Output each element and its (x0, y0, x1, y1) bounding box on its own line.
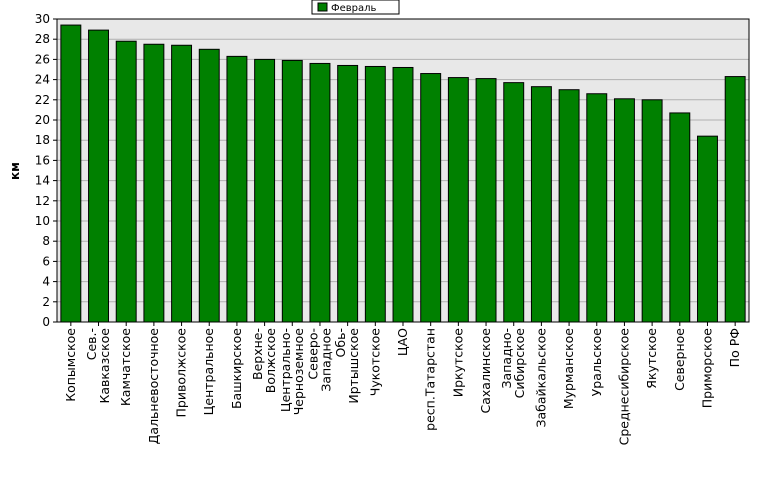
bar (198, 48, 220, 323)
x-category-label-line: Иртышское (346, 328, 361, 404)
plot-frame (56, 18, 750, 323)
bar (143, 43, 165, 323)
legend-label: Февраль (331, 3, 377, 14)
bar (447, 77, 469, 323)
x-category-label-line: Верхне- (250, 328, 265, 380)
x-category-label: Копымское (63, 328, 78, 402)
y-axis-title: км (8, 162, 22, 180)
bar (586, 93, 608, 323)
x-category-label-line: Обь- (333, 328, 348, 357)
x-category-label: Верхне-Волжское (250, 328, 278, 394)
y-tick-label: 0 (42, 315, 50, 329)
x-category-label-line: Кавказское (97, 328, 112, 404)
x-category-label-line: Западное (318, 328, 333, 392)
y-tick-label: 26 (35, 52, 50, 66)
x-category-label-line: Северо- (305, 328, 320, 380)
y-tick-label: 6 (42, 254, 50, 268)
bar (613, 98, 635, 323)
x-category-label: Северо-Западное (305, 328, 333, 392)
bar (475, 78, 497, 323)
x-category-label-line: Западно- (499, 328, 514, 388)
x-category-label: Дальневосточное (146, 328, 161, 445)
x-category-label: Среднесибирское (616, 328, 631, 446)
bar (503, 82, 525, 323)
legend-box (311, 0, 400, 15)
y-tick-label: 22 (35, 93, 50, 107)
x-category-label: Иркутское (450, 328, 465, 398)
y-tick-label: 8 (42, 234, 50, 248)
y-tick-label: 18 (35, 133, 50, 147)
bar (171, 44, 193, 323)
bar (558, 89, 580, 323)
bar (420, 73, 442, 323)
x-category-label: ЦАО (395, 328, 410, 356)
bar (309, 62, 331, 323)
y-tick-label: 12 (35, 194, 50, 208)
bar (392, 66, 414, 323)
y-tick-label: 2 (42, 295, 50, 309)
x-category-label: Башкирское (229, 328, 244, 409)
x-category-label: Уральское (589, 328, 604, 397)
x-category-label: респ.Татарстан (423, 328, 438, 431)
x-category-label-line: Центрально- (278, 328, 293, 412)
x-category-label: Забайкальское (533, 328, 548, 428)
x-category-label: Якутское (644, 328, 659, 389)
bar (697, 135, 718, 323)
bar (115, 40, 137, 323)
y-tick-label: 30 (35, 12, 50, 26)
x-category-label-line: Волжское (263, 328, 278, 394)
x-category-label: Западно-Сибирское (499, 328, 527, 399)
x-category-label: Сев.-Кавказское (84, 328, 112, 404)
x-category-label: Чукотское (367, 328, 382, 397)
bar (724, 76, 746, 323)
bar (88, 29, 109, 323)
x-category-label: Камчатское (118, 328, 133, 406)
x-category-label: Центрально-Черноземное (278, 328, 306, 416)
y-tick-label: 4 (42, 275, 50, 289)
legend: Февраль (311, 0, 400, 15)
x-category-label: Сахалинское (478, 328, 493, 414)
x-category-label: Приморское (699, 328, 714, 409)
bar (364, 65, 386, 323)
y-tick-label: 16 (35, 153, 50, 167)
y-tick-label: 28 (35, 32, 50, 46)
y-tick-label: 24 (35, 73, 50, 87)
x-category-label: Обь-Иртышское (333, 328, 361, 404)
bar (281, 59, 303, 323)
bar (60, 24, 82, 323)
x-category-label: Мурманское (561, 328, 576, 409)
y-tick-label: 20 (35, 113, 50, 127)
bar (337, 64, 359, 323)
bar (530, 86, 552, 323)
bar (669, 112, 691, 323)
x-category-label: По РФ (727, 328, 742, 368)
x-category-label-line: Сибирское (512, 328, 527, 399)
y-tick-label: 14 (35, 174, 50, 188)
bar (641, 99, 663, 323)
y-tick-label: 10 (35, 214, 50, 228)
x-category-label-line: Сев.- (84, 328, 99, 360)
x-category-label: Северное (672, 328, 687, 391)
x-category-label: Приволжское (174, 328, 189, 418)
x-category-label-line: Черноземное (291, 328, 306, 416)
legend-swatch (317, 2, 328, 12)
bar (254, 58, 276, 323)
bar (226, 55, 248, 323)
x-category-label: Центральное (201, 328, 216, 416)
